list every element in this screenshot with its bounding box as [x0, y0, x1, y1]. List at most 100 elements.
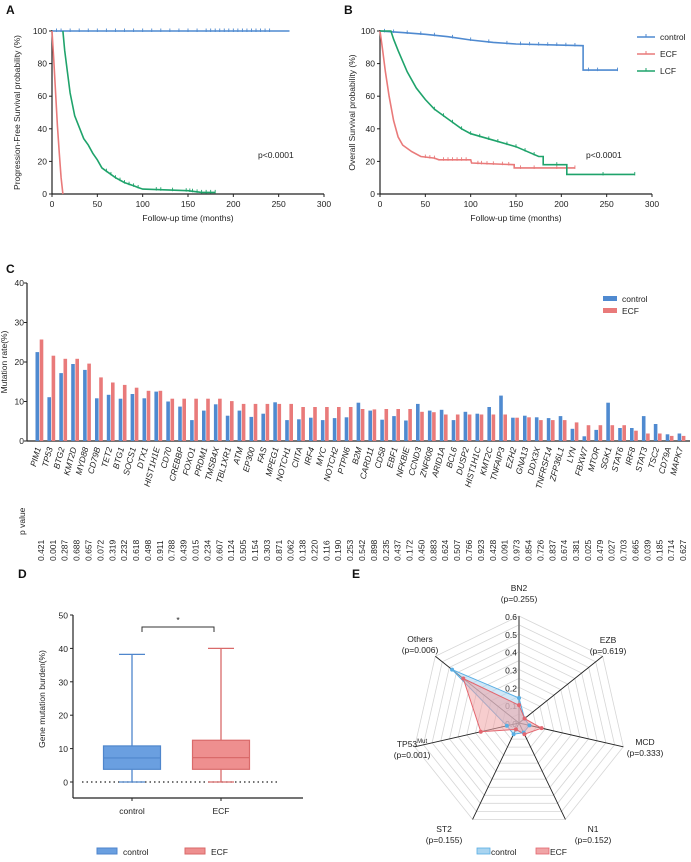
p-value: 0.234 — [202, 539, 212, 561]
legend-swatch-control — [476, 847, 491, 855]
bar-control-btg1 — [118, 398, 123, 441]
radar-grid-ring — [449, 651, 589, 788]
x-tick-label: 150 — [509, 199, 523, 209]
p-value: 0.185 — [654, 539, 664, 561]
y-tick-label: 0 — [42, 189, 47, 199]
p-value: 0.001 — [48, 539, 58, 561]
bar-control-prdm1 — [202, 410, 206, 441]
p-value: 0.253 — [345, 539, 355, 561]
y-tick-label: 80 — [366, 59, 376, 69]
radar-grid-ring — [422, 624, 616, 812]
box-plot-d: 0 10 20 30 40 50 Gene mutation burden(%) contro… — [37, 611, 303, 857]
radar-point-ECF — [461, 676, 466, 681]
bar-ECF-ep300 — [253, 403, 258, 441]
y-tick-label: 100 — [361, 26, 375, 36]
bar-control-stat3 — [641, 416, 646, 441]
bar-control-tnfrsf14 — [546, 418, 551, 441]
bar-ECF-cd58 — [384, 409, 389, 441]
bar-control-mapk7 — [677, 433, 682, 441]
y-tick-label: 0 — [370, 189, 375, 199]
radar-tick-label: 0.5 — [505, 630, 517, 640]
bar-ECF-cd79a — [669, 435, 674, 441]
bar-control-ccnd3 — [416, 403, 420, 441]
y-tick-label: 20 — [15, 357, 25, 367]
bar-ECF-stat6 — [622, 425, 626, 441]
p-value: 0.973 — [512, 539, 522, 561]
p-value: 0.015 — [191, 539, 201, 561]
bar-control-b2m — [356, 402, 361, 441]
bar-ECF-sgk1 — [610, 425, 615, 441]
bar-control-cd79b — [95, 398, 99, 441]
significance-bracket — [141, 626, 215, 632]
bar-control-tmsb4x — [213, 404, 218, 441]
bar-ECF-mtor — [598, 425, 603, 441]
p-value: 0.220 — [309, 539, 319, 561]
bar-control-hist1h1e — [154, 391, 158, 441]
p-value: 0.172 — [405, 539, 415, 561]
radar-axis-name: ST2 — [436, 824, 452, 834]
y-tick-label: 40 — [38, 124, 48, 134]
bar-control-myd88 — [83, 369, 87, 441]
y-tick-label: 20 — [59, 711, 69, 721]
p-value: 0.116 — [321, 540, 331, 561]
bar-ECF-dusp2 — [467, 414, 472, 441]
bar-ECF-fbxw7 — [586, 425, 591, 441]
bar-control-znf608 — [427, 410, 432, 441]
bar-ECF-card11 — [372, 409, 377, 441]
p-value-annotation: p<0.0001 — [586, 150, 622, 160]
y-tick-label: 100 — [33, 26, 47, 36]
radar-axis-name: TP53 — [397, 739, 418, 749]
p-value: 0.923 — [476, 539, 486, 561]
radar-grid-ring — [414, 615, 624, 820]
radar-point-ECF — [539, 726, 544, 731]
legend-label-ECF: ECF — [622, 306, 639, 316]
p-value: 0.039 — [642, 539, 652, 561]
legend-label-ECF: ECF — [660, 49, 677, 59]
p-value: 0.618 — [131, 539, 141, 561]
p-value: 0.665 — [630, 539, 640, 561]
bar-control-bcl6 — [451, 420, 456, 441]
radar-spoke — [472, 722, 520, 820]
y-tick-label: 30 — [59, 677, 69, 687]
bar-ECF-nfkbie — [408, 409, 412, 441]
bar-control-tsc2 — [653, 424, 658, 441]
radar-axis-name: EZB — [600, 635, 617, 645]
panel-label-a: A — [6, 3, 15, 17]
bar-ECF-pim1 — [39, 339, 44, 441]
km-curve-LCF — [62, 30, 216, 194]
radar-axis-name: N1 — [588, 824, 599, 834]
radar-axis-name: Others — [407, 634, 433, 644]
bar-control-kmt2d — [71, 364, 75, 441]
x-tick-label: 50 — [93, 199, 103, 209]
x-tick-label: 0 — [50, 199, 55, 209]
bar-control-lyn — [570, 428, 575, 441]
radar-axis-p-value: (p=0.155) — [426, 835, 463, 845]
bar-ECF-btg1 — [122, 384, 127, 441]
bar-control-stat6 — [618, 428, 622, 441]
bar-ECF-zfp36l1 — [562, 420, 567, 441]
p-value: 0.498 — [143, 539, 153, 561]
bar-control-tet2 — [106, 394, 111, 441]
bar-ECF-tsc2 — [658, 433, 662, 441]
x-axis-label: Follow-up time (months) — [142, 213, 233, 223]
legend-item-ECF: ECF — [535, 847, 567, 857]
p-value: 0.627 — [678, 539, 688, 561]
km-chart-b: 0 50 100 150 200 250 300 0 20 40 60 80 100 Follow-up … — [347, 26, 686, 223]
x-tick-label: 0 — [378, 199, 383, 209]
y-axis-label: Overall Survival probability (%) — [347, 54, 357, 170]
bar-ECF-hist1h1e — [158, 390, 163, 441]
bar-control-myc — [320, 420, 325, 441]
bar-control-cd58 — [380, 419, 384, 441]
p-value: 0.025 — [583, 539, 593, 561]
p-value: 0.381 — [571, 539, 581, 561]
bar-ECF-cd70 — [170, 398, 175, 441]
bar-ECF-arid1a — [444, 414, 448, 441]
radar-point-control — [450, 667, 455, 672]
bar-ECF-ddx3x — [539, 420, 543, 441]
p-value: 0.703 — [619, 539, 629, 561]
gene-label: LYN — [564, 445, 578, 464]
radar-tick-label: 0.6 — [505, 612, 517, 622]
radar-grid-ring — [431, 633, 607, 804]
gene-label: FAS — [255, 446, 269, 464]
bar-ECF-atm — [241, 403, 246, 441]
